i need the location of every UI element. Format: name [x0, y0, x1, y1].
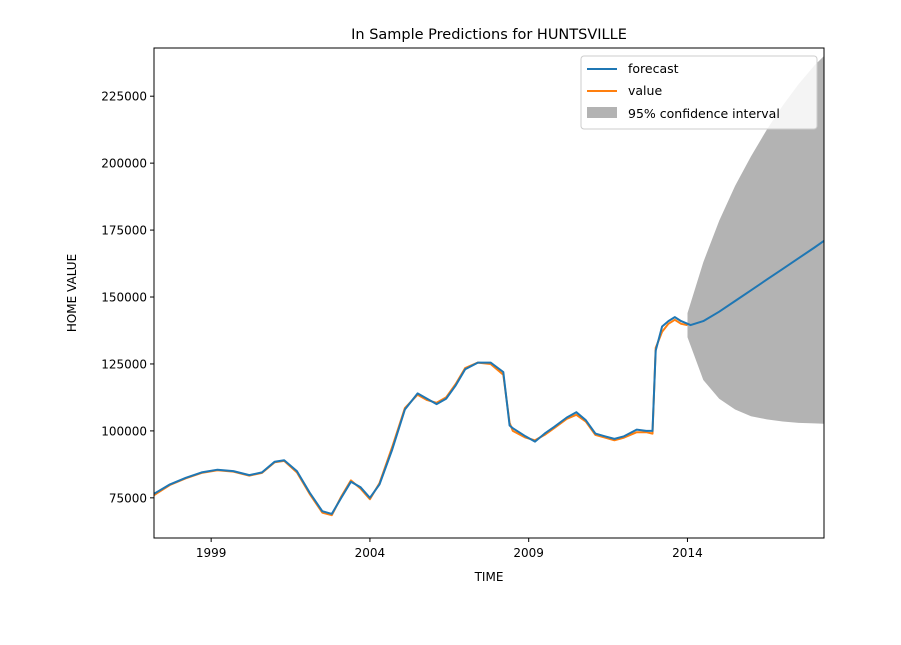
confidence-interval-band — [687, 56, 824, 424]
y-tick-label: 100000 — [101, 424, 147, 438]
x-tick-label: 2009 — [513, 546, 544, 560]
series-layer — [153, 239, 825, 517]
y-axis-label: HOME VALUE — [65, 254, 79, 332]
legend-forecast-label: forecast — [628, 61, 679, 76]
y-tick-label: 175000 — [101, 224, 147, 238]
x-tick-label: 2014 — [672, 546, 703, 560]
x-tick-label: 1999 — [196, 546, 227, 560]
chart-title: In Sample Predictions for HUNTSVILLE — [351, 27, 627, 43]
y-tick-label: 125000 — [101, 357, 147, 371]
y-axis: 75000 100000 125000 150000 175000 200000 22500… — [101, 90, 154, 505]
series-line-forecast — [153, 239, 825, 515]
x-axis: 1999 2004 2009 2014 — [196, 538, 703, 560]
y-tick-label: 200000 — [101, 157, 147, 171]
confidence-interval-layer — [687, 56, 824, 424]
legend: forecast value 95% confidence interval — [580, 55, 818, 130]
legend-ci-swatch — [587, 107, 617, 118]
plot-frame — [153, 47, 825, 539]
legend-ci-label: 95% confidence interval — [628, 106, 780, 121]
y-tick-label: 75000 — [109, 491, 147, 505]
series-line-value — [153, 318, 688, 517]
y-tick-label: 225000 — [101, 90, 147, 104]
legend-value-label: value — [628, 83, 662, 98]
y-tick-label: 150000 — [101, 291, 147, 305]
plot-area — [153, 47, 825, 539]
x-axis-label: TIME — [474, 570, 504, 584]
x-tick-label: 2004 — [355, 546, 386, 560]
legend-frame — [580, 55, 818, 130]
